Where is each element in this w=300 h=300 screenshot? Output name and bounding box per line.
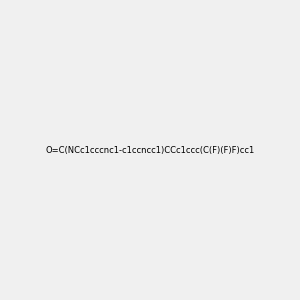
Text: O=C(NCc1cccnc1-c1ccncc1)CCc1ccc(C(F)(F)F)cc1: O=C(NCc1cccnc1-c1ccncc1)CCc1ccc(C(F)(F)F… xyxy=(45,146,255,154)
